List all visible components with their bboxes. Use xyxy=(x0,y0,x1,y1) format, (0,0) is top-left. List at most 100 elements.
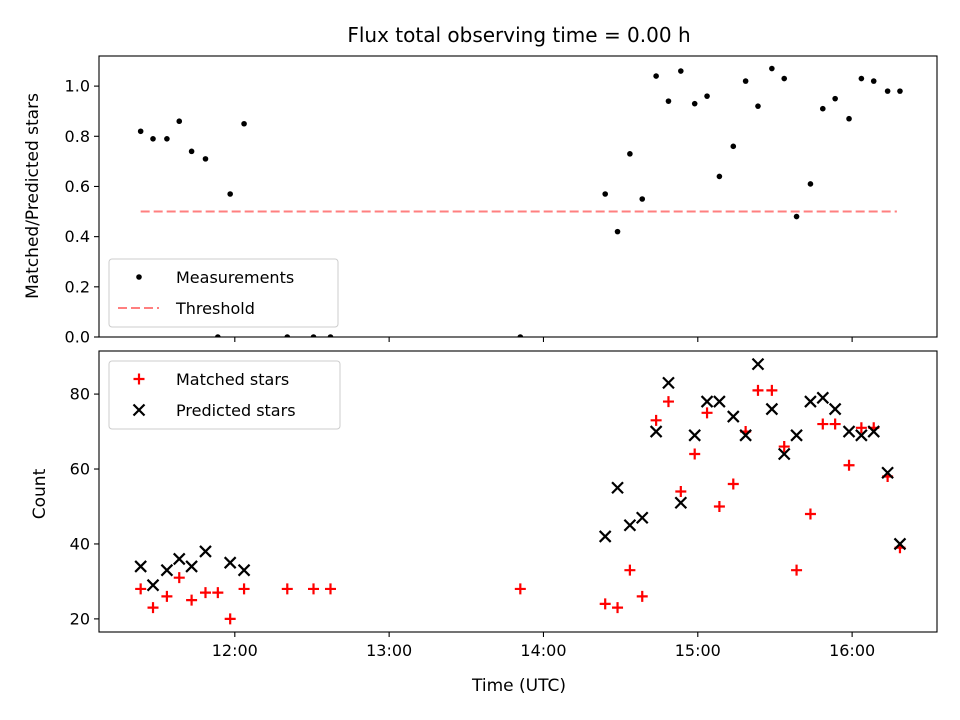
predicted-stars-point xyxy=(893,537,907,551)
measurement-point xyxy=(730,143,737,150)
predicted-stars-point xyxy=(134,560,147,573)
top-y-tick-label: 0.4 xyxy=(65,227,90,246)
measurement-point xyxy=(793,213,800,220)
x-tick-label: 15:00 xyxy=(675,641,721,660)
matched-stars-point xyxy=(624,564,636,576)
matched-stars-point xyxy=(752,384,764,396)
x-axis-label: Time (UTC) xyxy=(471,676,566,696)
bottom-legend: Matched stars Predicted stars xyxy=(108,360,341,430)
measurement-point xyxy=(227,191,233,197)
measurement-point xyxy=(310,334,317,337)
legend-label: Measurements xyxy=(176,268,294,287)
chart-title: Flux total observing time = 0.00 h xyxy=(347,23,690,47)
matched-stars-point xyxy=(843,459,855,471)
measurement-point xyxy=(704,93,710,99)
measurement-point xyxy=(627,151,633,157)
predicted-stars-point xyxy=(223,556,237,569)
predicted-stars-point xyxy=(765,402,779,416)
predicted-stars-point xyxy=(867,425,881,438)
count-panel: 20 40 60 80 12:00 13:00 14:00 15:00 16:00 Matched… xyxy=(30,350,938,696)
measurement-point xyxy=(639,196,646,202)
measurement-point xyxy=(755,103,761,109)
bottom-y-tick-label: 60 xyxy=(70,460,90,479)
measurement-point xyxy=(653,73,659,79)
x-tick-label: 13:00 xyxy=(366,641,412,660)
matched-stars-point xyxy=(199,587,211,599)
measurement-point xyxy=(327,334,334,337)
legend-box xyxy=(108,360,341,430)
x-tick-label: 14:00 xyxy=(520,641,566,660)
predicted-stars-point xyxy=(881,466,894,480)
measurement-point xyxy=(665,98,672,104)
predicted-stars-point xyxy=(185,560,198,573)
matched-stars-point xyxy=(791,564,803,576)
predicted-stars-point xyxy=(623,518,637,532)
matched-stars-point xyxy=(650,414,662,426)
legend-label: Threshold xyxy=(175,299,255,318)
bottom-y-tick-label: 20 xyxy=(70,609,90,628)
bottom-data-layer xyxy=(134,357,907,625)
legend-box xyxy=(108,258,339,328)
measurement-point xyxy=(884,88,891,94)
measurement-point xyxy=(678,68,684,74)
measurement-point xyxy=(769,65,775,72)
matched-stars-point xyxy=(308,583,320,595)
top-legend: Measurements Threshold xyxy=(108,258,339,328)
matched-stars-point xyxy=(599,598,611,610)
matched-stars-point xyxy=(238,583,250,595)
matched-stars-point xyxy=(766,384,778,396)
matched-stars-point xyxy=(701,407,713,419)
measurement-point xyxy=(284,334,291,337)
matched-stars-point xyxy=(675,486,687,497)
predicted-stars-point xyxy=(172,552,186,566)
predicted-stars-point xyxy=(777,447,791,461)
predicted-stars-point xyxy=(598,530,612,543)
matched-stars-point xyxy=(147,602,159,614)
matched-stars-point xyxy=(713,500,725,512)
bottom-y-axis-label: Count xyxy=(30,468,50,519)
legend-predicted-stars-swatch xyxy=(132,403,146,417)
bottom-y-tick-label: 80 xyxy=(70,385,90,404)
measurement-point xyxy=(202,156,209,162)
measurement-point xyxy=(691,100,698,107)
predicted-stars-point xyxy=(160,563,174,577)
top-y-axis-label: Matched/Predicted stars xyxy=(23,93,43,299)
measurement-point xyxy=(137,128,144,135)
measurement-point xyxy=(870,78,877,84)
measurement-point xyxy=(176,118,183,125)
matched-stars-point xyxy=(212,587,224,599)
measurement-point xyxy=(846,115,852,122)
predicted-stars-point xyxy=(662,376,675,390)
matched-stars-point xyxy=(829,418,841,430)
predicted-stars-point xyxy=(842,425,856,438)
measurement-point xyxy=(897,88,903,94)
matched-stars-point xyxy=(804,508,816,520)
legend-measurements-swatch xyxy=(136,274,142,280)
measurement-point xyxy=(241,120,247,127)
ratio-panel: Flux total observing time = 0.00 h 0.0 0.… xyxy=(23,23,938,347)
predicted-stars-point xyxy=(713,395,726,408)
predicted-stars-point xyxy=(855,429,868,442)
matched-stars-point xyxy=(281,583,293,595)
matched-stars-point xyxy=(135,583,147,595)
x-tick-label: 16:00 xyxy=(829,641,875,660)
predicted-stars-point xyxy=(237,563,251,577)
predicted-stars-point xyxy=(649,425,663,438)
top-y-tick-label: 0.6 xyxy=(65,177,90,196)
measurement-point xyxy=(602,191,608,197)
matched-stars-point xyxy=(662,396,674,408)
bottom-axes-frame xyxy=(98,350,938,633)
measurement-point xyxy=(781,75,788,82)
top-y-tick-label: 0.8 xyxy=(65,127,90,146)
predicted-stars-point xyxy=(146,578,160,592)
matched-stars-point xyxy=(817,418,829,430)
predicted-stars-point xyxy=(816,391,830,405)
legend-label: Predicted stars xyxy=(176,401,296,420)
predicted-stars-point xyxy=(199,545,212,558)
measurement-point xyxy=(150,135,156,142)
predicted-stars-point xyxy=(804,395,817,408)
predicted-stars-point xyxy=(751,357,765,371)
measurement-point xyxy=(716,173,723,180)
top-y-tick-label: 0.2 xyxy=(65,277,90,296)
